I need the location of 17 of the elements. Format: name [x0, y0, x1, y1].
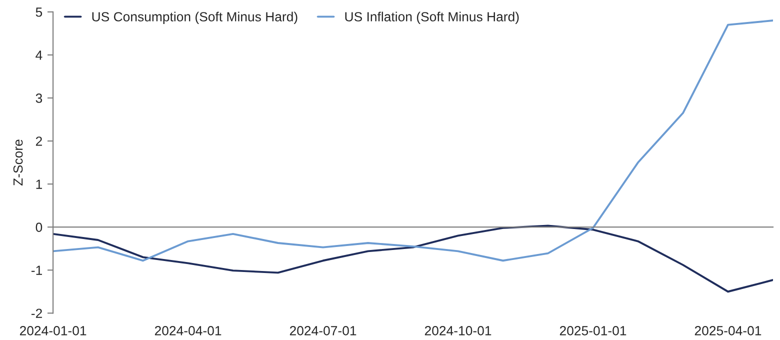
- x-tick-label: 2025-01-01: [560, 326, 626, 336]
- y-tick-label: 5: [36, 8, 42, 17]
- y-tick-label: -1: [31, 266, 42, 275]
- x-tick-label: 2024-07-01: [290, 326, 356, 336]
- x-tick-label: 2025-04-01: [694, 326, 762, 336]
- y-tick-label: 1: [36, 180, 42, 189]
- y-tick-label: 2: [36, 136, 42, 146]
- y-tick-label: 4: [36, 50, 42, 60]
- x-tick-label: 2024-01-01: [20, 326, 86, 336]
- y-tick-label: 0: [36, 222, 42, 232]
- y-axis-title: Z-Score: [13, 140, 23, 186]
- legend-label: US Inflation (Soft Minus Hard): [345, 12, 519, 24]
- y-tick-label: 3: [36, 94, 42, 103]
- y-tick-label: -2: [31, 308, 42, 318]
- x-tick-label: 2024-04-01: [154, 326, 222, 336]
- legend-label: US Consumption (Soft Minus Hard): [92, 12, 298, 24]
- x-tick-label: 2024-10-01: [424, 326, 492, 336]
